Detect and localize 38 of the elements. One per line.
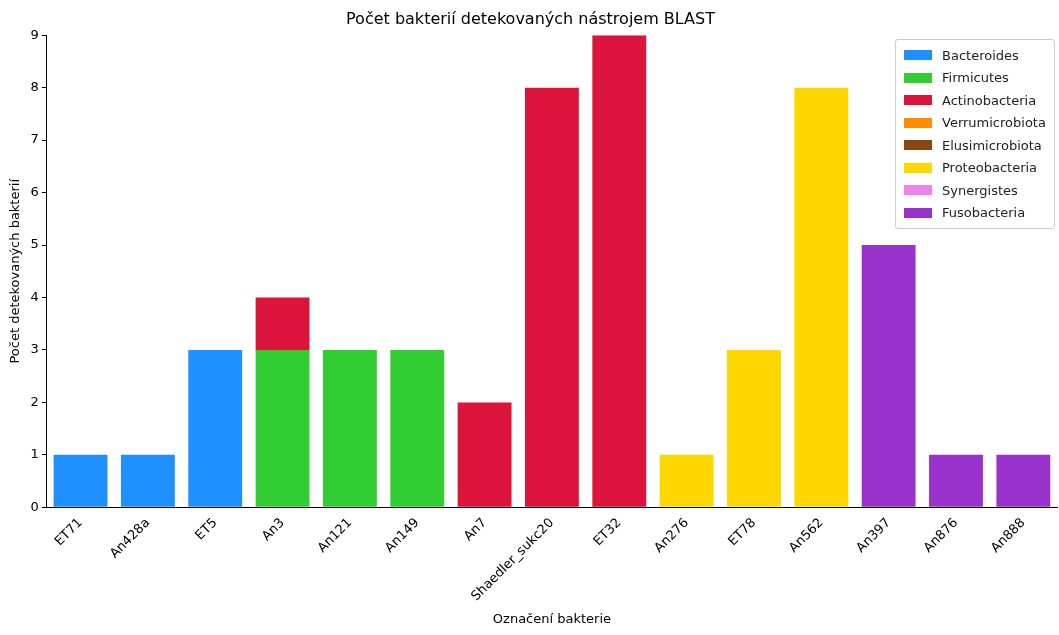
y-tick-label: 3 bbox=[30, 341, 39, 357]
legend-label: Bacteroides bbox=[942, 47, 1019, 63]
legend-label: Proteobacteria bbox=[942, 160, 1038, 176]
legend-label: Actinobacteria bbox=[942, 92, 1037, 108]
bar bbox=[322, 349, 377, 507]
y-tick-label: 2 bbox=[30, 393, 39, 409]
y-tick-label: 8 bbox=[30, 79, 39, 95]
y-tick-label: 7 bbox=[30, 131, 39, 147]
bar bbox=[659, 454, 714, 507]
bar bbox=[525, 87, 579, 507]
bar bbox=[255, 297, 310, 350]
legend-label: Synergistes bbox=[942, 182, 1018, 198]
y-tick-label: 5 bbox=[30, 236, 39, 252]
legend-label: Elusimicrobiota bbox=[942, 137, 1042, 153]
bar bbox=[727, 349, 781, 507]
bar bbox=[996, 454, 1051, 507]
y-tick-label: 1 bbox=[30, 446, 39, 462]
bar bbox=[457, 402, 512, 507]
x-tick-label: ET5 bbox=[191, 514, 220, 543]
bar bbox=[861, 245, 916, 507]
bar bbox=[592, 35, 647, 507]
y-tick-label: 4 bbox=[30, 288, 39, 304]
bar bbox=[390, 349, 445, 507]
bar bbox=[53, 454, 108, 507]
y-axis-title: Počet detekovaných bakterií bbox=[7, 178, 23, 364]
bar bbox=[255, 349, 310, 507]
chart-title: Počet bakterií detekovaných nástrojem BLAST bbox=[346, 8, 716, 28]
y-tick-label: 0 bbox=[30, 498, 39, 514]
x-axis-title: Označení bakterie bbox=[492, 610, 612, 626]
y-tick-label: 6 bbox=[30, 183, 39, 199]
legend-label: Verrumicrobiota bbox=[942, 115, 1046, 131]
legend-label: Fusobacteria bbox=[942, 205, 1026, 221]
bar bbox=[794, 87, 849, 507]
legend-label: Firmicutes bbox=[942, 70, 1009, 86]
y-tick-label: 9 bbox=[30, 26, 39, 42]
bar bbox=[120, 454, 175, 507]
bar bbox=[188, 349, 243, 507]
bar bbox=[929, 454, 983, 507]
